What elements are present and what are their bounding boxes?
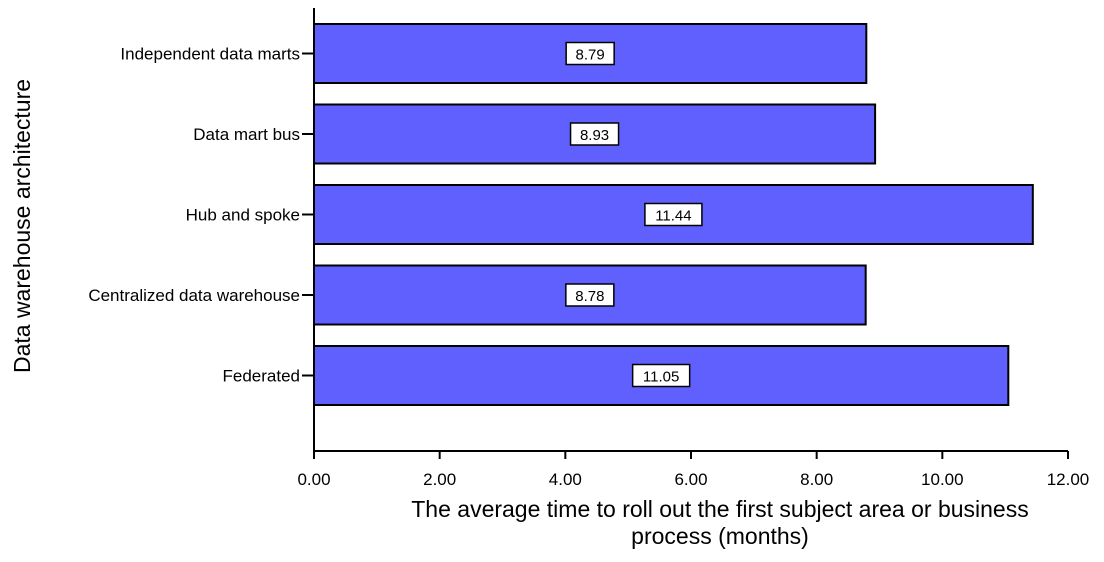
y-category-label: Centralized data warehouse bbox=[88, 286, 300, 305]
y-axis-title: Data warehouse architecture bbox=[9, 79, 35, 373]
y-category-label: Data mart bus bbox=[193, 125, 300, 144]
x-tick-label: 6.00 bbox=[674, 470, 707, 489]
y-category-label: Federated bbox=[223, 367, 301, 386]
axis-titles-layer: The average time to roll out the first s… bbox=[9, 79, 1029, 549]
data-label: 8.79 bbox=[576, 47, 605, 64]
x-tick-label: 10.00 bbox=[921, 470, 964, 489]
data-label-box bbox=[569, 122, 620, 146]
x-axis-title-line-2: process (months) bbox=[631, 523, 809, 549]
x-tick-label: 12.00 bbox=[1047, 470, 1090, 489]
data-label: 11.44 bbox=[655, 208, 691, 225]
data-label: 11.05 bbox=[643, 369, 679, 386]
data-labels-layer: 8.79 8.93 11.44 8.78 11.05 bbox=[565, 41, 703, 388]
x-tick-label: 0.00 bbox=[297, 470, 330, 489]
x-tick-label: 2.00 bbox=[423, 470, 456, 489]
data-label-box bbox=[644, 202, 703, 227]
data-label: 8.78 bbox=[575, 288, 604, 305]
y-category-label: Independent data marts bbox=[120, 45, 300, 64]
x-tick-label: 8.00 bbox=[800, 470, 833, 489]
data-label-box bbox=[565, 283, 615, 307]
data-label: 8.93 bbox=[580, 127, 609, 144]
x-tick-label: 4.00 bbox=[549, 470, 582, 489]
axes-layer: 0.00 2.00 4.00 6.00 8.00 10.00 12.00 Independen… bbox=[88, 8, 1089, 489]
x-axis-title-line-1: The average time to roll out the first s… bbox=[411, 496, 1028, 522]
y-category-label: Hub and spoke bbox=[186, 206, 300, 225]
data-label-box bbox=[631, 363, 691, 388]
data-label-box bbox=[565, 41, 615, 66]
